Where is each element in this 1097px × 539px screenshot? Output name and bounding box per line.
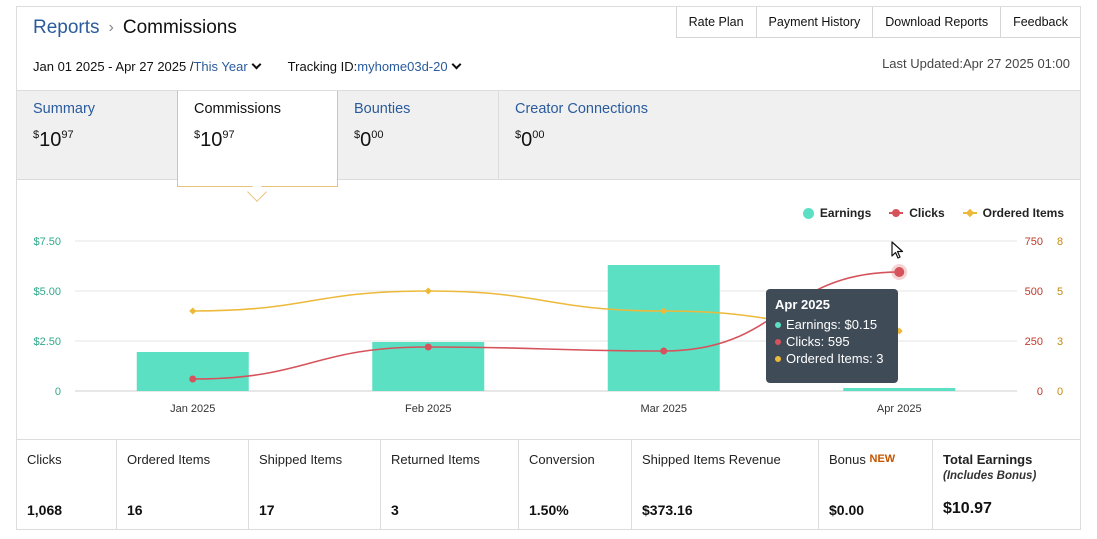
tab-summary[interactable]: Summary $1097 [17,91,178,180]
left-axis-tick-label: $2.50 [33,336,61,348]
clicks-point [424,343,432,351]
items-axis-tick-label: 0 [1057,386,1063,398]
left-axis-tick-label: $7.50 [33,236,61,248]
ordered-items-point [189,307,197,315]
items-axis-tick-label: 3 [1057,336,1063,348]
summary-stats: Clicks 1,068 Ordered Items 16 Shipped Item… [17,439,1080,530]
legend-item-clicks[interactable]: Clicks [889,206,945,220]
x-axis-tick-label: Jan 2025 [170,403,215,415]
tooltip-ordered-bullet-icon [775,355,781,362]
tooltip-title: Apr 2025 [775,297,830,312]
chart-plot: $7.50 750 8 $5.00 500 5 $2.50 250 3 0 0 0 Jan 2025 Fe… [33,236,1063,415]
feedback-link[interactable]: Feedback [1000,7,1080,38]
commissions-report-page: Reports › Commissions Rate Plan Payment … [16,6,1081,530]
ordered-items-legend-icon [962,208,977,218]
earnings-bar [136,352,249,391]
stat-shipped-items: Shipped Items 17 [249,440,381,530]
commissions-chart: Earnings Clicks Ordered Items $7.50 750 8 $… [17,181,1080,437]
ordered-items-point [424,287,432,295]
clicks-point [660,347,668,355]
ordered-items-point [660,307,668,315]
chart-tooltip: Apr 2025 Earnings: $0.15 Clicks: 595 Ord… [766,289,898,383]
x-axis-tick-label: Feb 2025 [405,403,451,415]
clicks-point [189,375,197,383]
tooltip-ordered: Ordered Items: 3 [786,351,884,366]
rate-plan-link[interactable]: Rate Plan [675,7,756,38]
earnings-legend-icon [802,207,814,219]
items-axis-tick-label: 8 [1057,236,1063,248]
payment-history-link[interactable]: Payment History [755,7,873,38]
period-dropdown[interactable]: This Year [193,59,248,74]
tab-bounties-amount: $000 [354,129,384,151]
page-title: Commissions [122,17,237,38]
tab-summary-amount: $1097 [33,129,74,151]
stat-conversion: Conversion 1.50% [519,440,632,530]
last-updated-text: Last Updated:Apr 27 2025 01:00 [882,56,1070,71]
stat-returned-items: Returned Items 3 [381,440,519,530]
x-axis-tick-label: Mar 2025 [641,403,687,415]
chart-legend: Earnings Clicks Ordered Items [802,206,1064,220]
tab-creator-connections-label: Creator Connections [515,101,648,117]
tab-commissions-amount: $1097 [194,129,235,151]
tooltip-clicks-bullet-icon [775,338,781,345]
items-axis-tick-label: 5 [1057,286,1063,298]
clicks-legend-icon [889,209,904,217]
clicks-axis-tick-label: 0 [1037,386,1043,398]
left-axis-tick-label: 0 [55,386,61,398]
tracking-id-dropdown[interactable]: myhome03d-20 [357,59,448,74]
report-filters: Jan 01 2025 - Apr 27 2025 / This Year Tr… [33,59,466,74]
earnings-bar [607,265,720,391]
tracking-id-chevron-down-icon[interactable] [451,59,462,70]
stat-clicks: Clicks 1,068 [17,440,117,530]
report-tabs: Summary $1097 Commissions $1097 Bounties… [17,90,1080,187]
tab-creator-connections[interactable]: Creator Connections $000 [499,91,699,180]
tab-summary-label: Summary [33,101,96,117]
stat-total-earnings: Total Earnings (Includes Bonus) $10.97 [943,452,1037,517]
breadcrumb-reports-link[interactable]: Reports [33,17,100,38]
stat-bonus: Bonus NEW $0.00 [819,440,933,530]
x-axis-tick-label: Apr 2025 [877,403,922,415]
top-navigation: Rate Plan Payment History Download Repor… [675,7,1080,38]
tooltip-earnings: Earnings: $0.15 [786,317,878,332]
breadcrumb-separator-icon: › [108,19,114,36]
earnings-bar [843,388,956,391]
stat-ordered-items: Ordered Items 16 [117,440,249,530]
clicks-axis-tick-label: 500 [1025,286,1043,298]
tooltip-earnings-bullet-icon [775,321,781,328]
tooltip-clicks: Clicks: 595 [786,334,850,349]
period-chevron-down-icon[interactable] [251,59,262,70]
mouse-cursor-icon [891,241,904,259]
left-axis-tick-label: $5.00 [33,286,61,298]
tab-commissions[interactable]: Commissions $1097 [177,91,338,187]
legend-item-earnings[interactable]: Earnings [802,206,871,220]
date-range-label: Jan 01 2025 - Apr 27 2025 / [33,59,194,74]
clicks-axis-tick-label: 250 [1025,336,1043,348]
new-badge: NEW [869,453,896,465]
legend-item-ordered-items[interactable]: Ordered Items [962,206,1064,220]
tab-creator-connections-amount: $000 [515,129,545,151]
tab-bounties[interactable]: Bounties $000 [338,91,499,180]
clicks-point [894,267,905,277]
stat-shipped-items-revenue: Shipped Items Revenue $373.16 [632,440,819,530]
download-reports-link[interactable]: Download Reports [872,7,1001,38]
breadcrumb: Reports › Commissions [33,17,237,39]
tab-bounties-label: Bounties [354,101,411,117]
tab-commissions-label: Commissions [194,101,282,117]
clicks-axis-tick-label: 750 [1025,236,1043,248]
tracking-id-label: Tracking ID: [287,59,358,74]
